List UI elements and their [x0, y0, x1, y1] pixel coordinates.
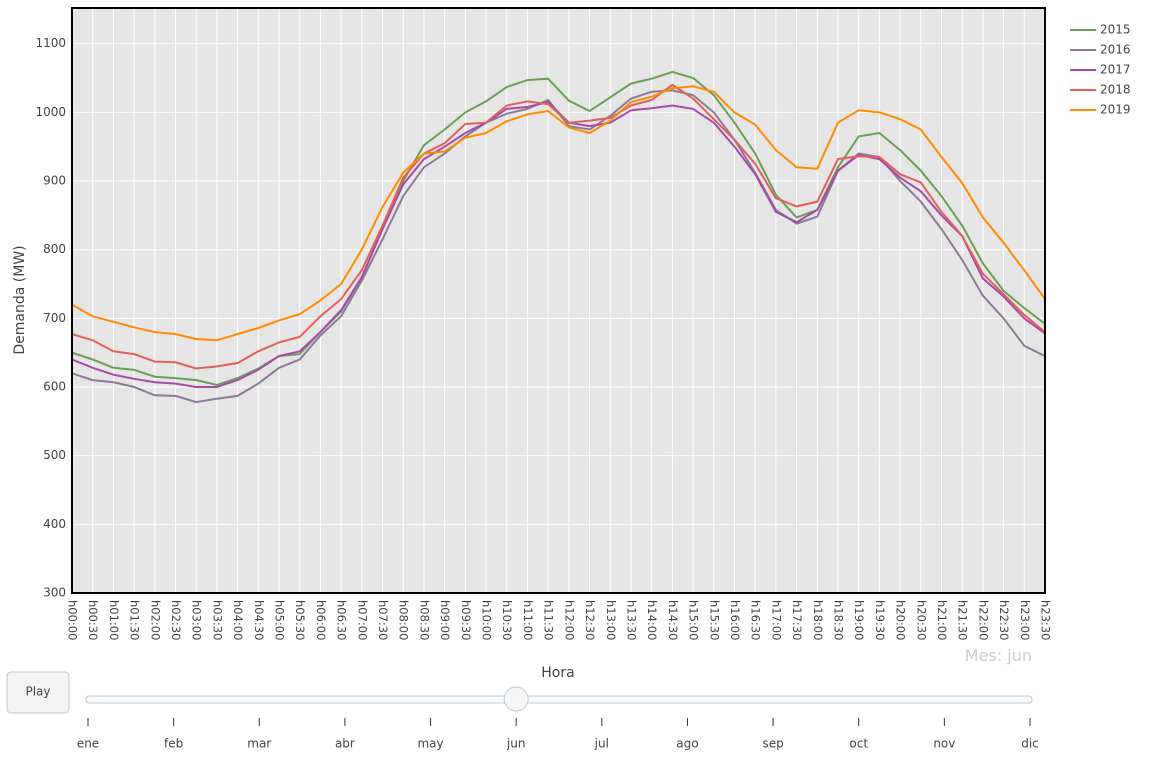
x-tick-label: h18:00	[811, 600, 825, 640]
x-tick-label: h07:00	[355, 600, 369, 640]
x-tick-label: h02:30	[169, 600, 183, 640]
x-tick-label: h18:30	[831, 600, 845, 640]
play-button-label[interactable]: Play	[25, 685, 50, 699]
slider-step-label[interactable]: mar	[247, 737, 271, 751]
x-tick-label: h11:00	[521, 600, 535, 640]
slider-step-label[interactable]: dic	[1021, 737, 1039, 751]
x-tick-label: h21:30	[956, 600, 970, 640]
y-tick-label: 400	[43, 517, 66, 531]
x-tick-label: h19:00	[852, 600, 866, 640]
x-axis-label: Hora	[541, 665, 574, 681]
y-tick-label: 300	[43, 586, 66, 600]
slider-step-label[interactable]: feb	[164, 737, 183, 751]
line-series	[71, 85, 1046, 342]
legend-label: 2016	[1100, 43, 1131, 57]
x-tick-label: h10:00	[480, 600, 494, 640]
plot-border	[71, 7, 1046, 594]
y-tick-label: 700	[43, 311, 66, 325]
legend-label: 2015	[1100, 23, 1131, 37]
x-tick-label: h13:00	[604, 600, 618, 640]
x-tick-label: h04:30	[252, 600, 266, 640]
slider-step-label[interactable]: nov	[933, 737, 955, 751]
legend-label: 2018	[1100, 83, 1131, 97]
x-tick-label: h17:30	[790, 600, 804, 640]
slider-step-label[interactable]: ago	[676, 737, 698, 751]
x-tick-label: h08:30	[417, 600, 431, 640]
y-tick-label: 600	[43, 380, 66, 394]
x-tick-label: h05:00	[273, 600, 287, 640]
y-tick-label: 1000	[35, 105, 66, 119]
slider-value: jun	[1006, 646, 1032, 665]
legend-label: 2019	[1100, 103, 1131, 117]
slider-current: Mes: jun	[965, 646, 1032, 665]
x-tick-label: h12:00	[562, 600, 576, 640]
slider-step-label[interactable]: may	[417, 737, 443, 751]
x-tick-label: h14:00	[645, 600, 659, 640]
x-tick-label: h16:00	[728, 600, 742, 640]
x-tick-label: h01:30	[128, 600, 142, 640]
x-tick-label: h15:30	[707, 600, 721, 640]
x-tick-label: h09:30	[459, 600, 473, 640]
play-button[interactable]	[6, 671, 70, 714]
x-tick-label: h15:00	[687, 600, 701, 640]
x-tick-label: h00:00	[66, 600, 80, 640]
slider-step-label[interactable]: ene	[77, 737, 99, 751]
x-tick-label: h19:30	[873, 600, 887, 640]
x-tick-label: h11:30	[542, 600, 556, 640]
x-tick-label: h20:30	[914, 600, 928, 640]
line-series	[71, 83, 1046, 370]
y-tick-label: 500	[43, 448, 66, 462]
x-tick-label: h02:00	[148, 600, 162, 640]
slider-handle[interactable]	[503, 686, 529, 712]
x-tick-label: h23:30	[1039, 600, 1053, 640]
y-tick-label: 1100	[35, 36, 66, 50]
x-tick-label: h08:00	[397, 600, 411, 640]
x-tick-label: h20:00	[894, 600, 908, 640]
slider-step-label[interactable]: sep	[762, 737, 783, 751]
x-tick-label: h01:00	[107, 600, 121, 640]
legend-label: 2017	[1100, 63, 1131, 77]
y-tick-label: 900	[43, 174, 66, 188]
x-tick-label: h06:30	[335, 600, 349, 640]
slider-step-label[interactable]: jun	[506, 737, 526, 751]
x-tick-label: h13:30	[624, 600, 638, 640]
x-tick-label: h14:30	[666, 600, 680, 640]
y-tick-label: 800	[43, 242, 66, 256]
x-tick-label: h17:00	[769, 600, 783, 640]
slider-step-label[interactable]: jul	[594, 737, 609, 751]
x-tick-label: h05:30	[293, 600, 307, 640]
x-tick-label: h06:00	[314, 600, 328, 640]
x-tick-label: h07:30	[376, 600, 390, 640]
slider-track[interactable]	[85, 695, 1033, 704]
slider-prefix: Mes:	[965, 646, 1002, 665]
x-tick-label: h03:00	[190, 600, 204, 640]
x-tick-label: h09:00	[438, 600, 452, 640]
x-tick-label: h12:30	[583, 600, 597, 640]
y-axis-label: Demanda (MW)	[12, 245, 28, 354]
x-tick-label: h21:00	[935, 600, 949, 640]
slider-step-label[interactable]: oct	[849, 737, 868, 751]
x-tick-label: h22:30	[997, 600, 1011, 640]
line-series	[71, 70, 1046, 387]
plot-background	[72, 8, 1045, 593]
x-tick-label: h23:00	[1018, 600, 1032, 640]
x-tick-label: h16:30	[749, 600, 763, 640]
slider-step-label[interactable]: abr	[335, 737, 355, 751]
x-tick-label: h22:00	[976, 600, 990, 640]
x-tick-label: h10:30	[500, 600, 514, 640]
x-tick-label: h03:30	[210, 600, 224, 640]
x-tick-label: h00:30	[86, 600, 100, 640]
x-tick-label: h04:00	[231, 600, 245, 640]
